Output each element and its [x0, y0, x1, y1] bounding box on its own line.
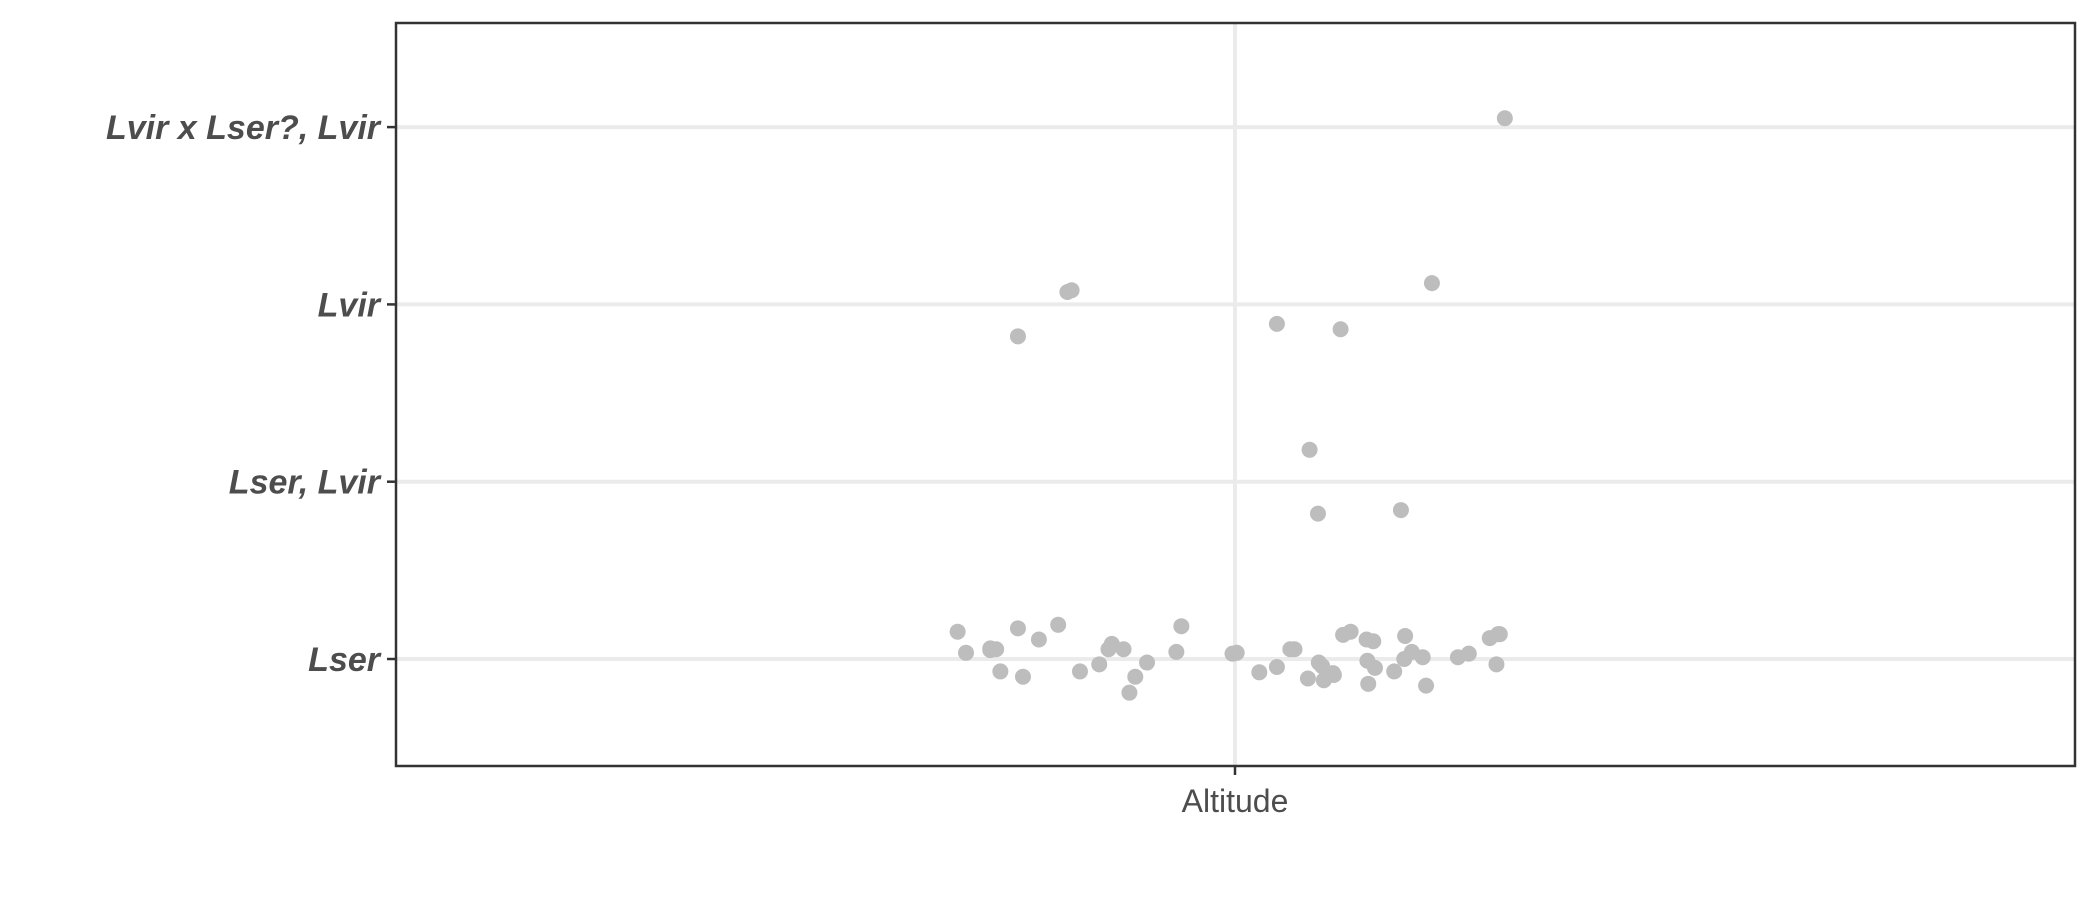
x-axis: Altitude	[1182, 766, 1289, 819]
data-point	[1360, 675, 1377, 692]
data-points	[949, 110, 1513, 701]
y-tick-label: Lser, Lvir	[229, 464, 382, 502]
data-point	[1014, 668, 1031, 685]
data-point	[1366, 659, 1383, 676]
data-point	[1397, 627, 1414, 644]
data-point	[1009, 328, 1026, 345]
data-point	[1414, 649, 1431, 666]
data-point	[1491, 626, 1508, 643]
data-point	[992, 663, 1009, 680]
data-point	[1392, 502, 1409, 519]
y-axis: Lser Lser, Lvir Lvir Lvir x Lser?, Lvir	[106, 109, 396, 679]
data-point	[1496, 110, 1513, 127]
data-point	[1365, 633, 1382, 650]
data-point	[1173, 618, 1190, 635]
data-point	[1460, 645, 1477, 662]
data-point	[1488, 656, 1505, 673]
data-point	[1268, 658, 1285, 675]
x-tick-label: Altitude	[1182, 783, 1289, 819]
data-point	[1115, 641, 1132, 658]
y-tick-label: Lser	[308, 641, 382, 679]
data-point	[1228, 644, 1245, 661]
data-point	[1418, 677, 1435, 694]
y-tick-label: Lvir	[318, 286, 382, 324]
data-point	[988, 641, 1005, 658]
data-point	[1268, 315, 1285, 332]
data-point	[1309, 505, 1326, 522]
data-point	[1299, 670, 1316, 687]
data-point	[1091, 656, 1108, 673]
data-point	[1168, 643, 1185, 660]
data-point	[1127, 668, 1144, 685]
data-point	[1423, 275, 1440, 292]
data-point	[1251, 664, 1268, 681]
data-point	[1121, 684, 1138, 701]
data-point	[958, 644, 975, 661]
data-point	[1063, 282, 1080, 299]
data-point	[1342, 623, 1359, 640]
data-point	[1009, 620, 1026, 637]
data-point	[949, 623, 966, 640]
data-point	[1332, 321, 1349, 338]
data-point	[1325, 666, 1342, 683]
y-tick-label: Lvir x Lser?, Lvir	[106, 109, 382, 147]
data-point	[1139, 654, 1156, 671]
data-point	[1030, 631, 1047, 648]
data-point	[1071, 663, 1088, 680]
data-point	[1301, 441, 1318, 458]
data-point	[1286, 641, 1303, 658]
data-point	[1050, 616, 1067, 633]
data-point	[1386, 663, 1403, 680]
